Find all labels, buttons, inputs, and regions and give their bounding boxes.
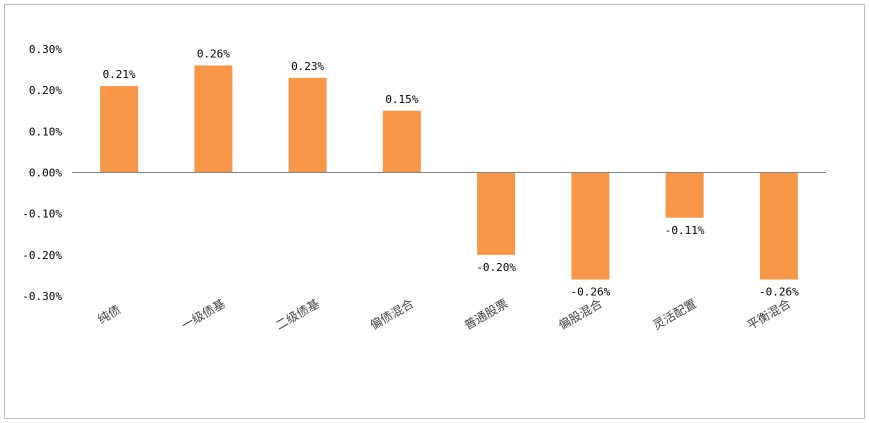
y-tick-label: -0.10% [22,208,62,221]
data-label: -0.11% [665,224,705,237]
data-label: -0.20% [476,261,516,274]
y-axis-ticks: 0.30% 0.20% 0.10% 0.00% -0.10% -0.20% -0.30% [22,43,62,303]
category-label: 平衡混合 [744,296,793,333]
bar [665,172,704,218]
data-label: -0.26% [571,286,611,299]
category-label: 一级债基 [179,296,228,332]
bar [194,65,233,173]
data-labels: 0.21% 0.26% 0.23% 0.15% -0.20% -0.26% -0.11% -0… [103,47,800,298]
y-tick-label: 0.10% [29,125,62,138]
x-axis-category-labels: 纯债 一级债基 二级债基 偏债混合 普通股票 偏股混合 灵活配置 平衡混合 [95,296,793,333]
bar [477,172,516,255]
category-label: 偏股混合 [556,296,605,333]
category-label: 纯债 [95,302,123,326]
data-label: 0.21% [103,68,136,81]
y-tick-label: -0.30% [22,290,62,303]
y-tick-label: 0.30% [29,43,62,56]
category-label: 偏债混合 [367,296,416,333]
bar [571,172,610,280]
y-tick-label: 0.20% [29,84,62,97]
data-label: 0.26% [197,47,230,60]
data-label: 0.15% [385,93,418,106]
data-label: -0.26% [759,286,799,299]
y-tick-label: 0.00% [29,167,62,180]
bar [100,86,139,173]
bar-series [100,65,798,280]
bar [288,77,327,173]
category-label: 二级债基 [273,296,322,332]
chart-frame [4,4,865,419]
bar [759,172,798,280]
category-label: 普通股票 [462,296,511,332]
y-tick-label: -0.20% [22,249,62,262]
category-label: 灵活配置 [650,296,699,332]
data-label: 0.23% [291,60,324,73]
bar [382,110,421,173]
